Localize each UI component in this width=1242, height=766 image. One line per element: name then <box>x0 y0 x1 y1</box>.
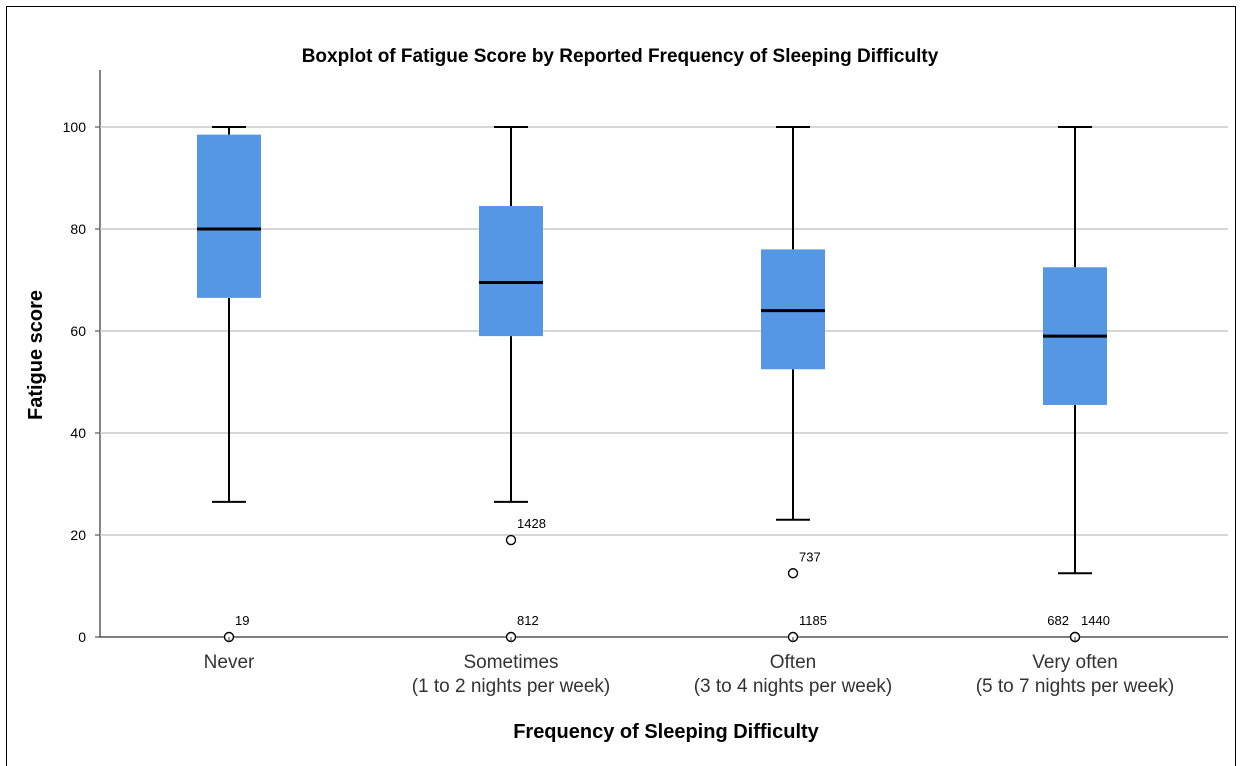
box-iqr <box>479 206 543 337</box>
box-group: 682 1440 <box>1043 126 1110 643</box>
y-axis-title: Fatigue score <box>25 290 47 420</box>
x-category-label: Never <box>204 652 255 673</box>
box-iqr <box>197 134 261 298</box>
gridlines <box>95 70 1228 638</box>
box-group: 1428 812 <box>479 126 546 643</box>
y-tick-labels: 0 20 40 60 80 100 <box>63 119 87 645</box>
y-tick-label: 40 <box>70 425 86 441</box>
chart-frame <box>6 6 1236 766</box>
y-tick-label: 100 <box>63 119 87 135</box>
outlier-label: 1185 <box>799 613 827 628</box>
outlier-label: 737 <box>799 549 821 564</box>
boxes: 19 1428 812 737 1185 682 1440 <box>197 126 1110 643</box>
x-category-label: Often <box>770 652 816 673</box>
outlier-label: 812 <box>517 613 539 628</box>
x-axis-title: Frequency of Sleeping Difficulty <box>513 721 819 743</box>
x-category-labels: Never Sometimes (1 to 2 nights per week) Of… <box>204 637 1175 697</box>
chart-title: Boxplot of Fatigue Score by Reported Fre… <box>302 46 939 67</box>
x-category-sublabel: (3 to 4 nights per week) <box>694 676 893 697</box>
box-group: 19 <box>197 126 261 643</box>
y-tick-label: 60 <box>70 323 86 339</box>
x-category-sublabel: (1 to 2 nights per week) <box>412 676 611 697</box>
box-group: 737 1185 <box>761 126 827 643</box>
outlier-label: 1428 <box>517 516 546 531</box>
outlier-label: 1440 <box>1081 613 1110 628</box>
x-category-sublabel: (5 to 7 nights per week) <box>976 676 1175 697</box>
y-tick-label: 80 <box>70 221 86 237</box>
outlier-label: 682 <box>1047 613 1069 628</box>
x-category-label: Very often <box>1032 652 1118 673</box>
outlier-label: 19 <box>235 613 249 628</box>
y-tick-label: 20 <box>70 527 86 543</box>
x-category-label: Sometimes <box>463 652 558 673</box>
outlier-point <box>505 534 517 546</box>
y-tick-label: 0 <box>78 629 86 645</box>
outlier-point <box>787 568 799 579</box>
